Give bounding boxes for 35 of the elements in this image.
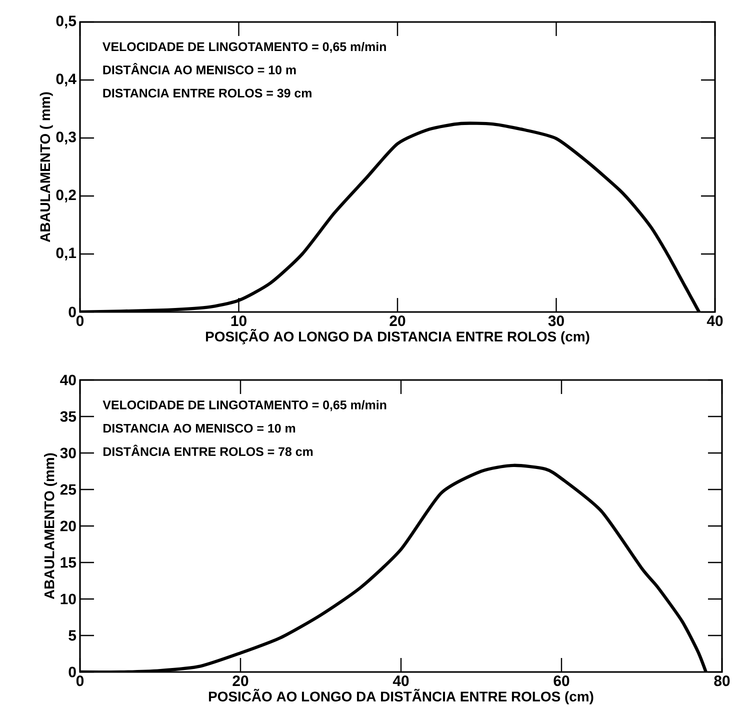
y-tick-label: 0,4: [56, 74, 76, 86]
y-tick-label: 20: [60, 520, 76, 532]
annotation: VELOCIDADE DE LINGOTAMENTO = 0,65 m/min: [102, 400, 386, 412]
y-tick-label: 35: [60, 411, 76, 422]
annotation: DISTÂNCIA ENTRE ROLOS = 78 cm: [104, 444, 313, 456]
x-tick-label: 40: [706, 316, 723, 326]
x-tick-label: 80: [714, 676, 730, 686]
y-tick-label: 0: [68, 666, 76, 678]
y-tick-label: 30: [60, 448, 76, 458]
y-tick-label: 0,5: [56, 16, 76, 28]
x-tick-label: 60: [554, 676, 570, 686]
y-tick-label: 0: [68, 306, 76, 318]
y-tick-label: 0,3: [56, 132, 76, 144]
x-tick-label: 10: [231, 316, 246, 326]
annotation: DISTANCIA AO MENISCO = 10 m: [104, 424, 296, 433]
y-tick-label: 25: [60, 484, 76, 495]
y-tick-label: 10: [60, 594, 76, 604]
y-tick-label: 40: [60, 374, 76, 386]
annotation: DISTANCIA ENTRE ROLOS = 39 cm: [103, 88, 312, 98]
y-tick-label: 0,2: [56, 190, 76, 202]
x-tick-label: 30: [548, 316, 564, 326]
y-axis-title: ABAULAMENTO (mm): [44, 453, 58, 600]
annotation: VELOCIDADE DE LINGOTAMENTO = 0,65 m/min: [102, 42, 386, 53]
y-axis-title: ABAULAMENTO ( mm): [40, 92, 53, 242]
x-tick-label: 0: [76, 316, 84, 326]
y-tick-label: 15: [60, 557, 76, 568]
y-tick-label: 5: [68, 630, 76, 641]
x-tick-label: 20: [232, 676, 248, 686]
annotation: DISTÂNCIA AO MENISCO = 10 m: [103, 63, 296, 74]
y-tick-label: 0,1: [56, 248, 76, 260]
x-tick-label: 40: [392, 676, 409, 686]
x-tick-label: 20: [390, 316, 406, 326]
x-axis-title: POSIÇÃO AO LONGO DA DISTANCIA ENTRE ROLOS (cm): [206, 328, 590, 344]
x-axis-title: POSICÃO AO LONGO DA DISTÃNCIA ENTRE ROLOS (cm): [208, 688, 594, 704]
x-tick-label: 0: [76, 676, 84, 686]
